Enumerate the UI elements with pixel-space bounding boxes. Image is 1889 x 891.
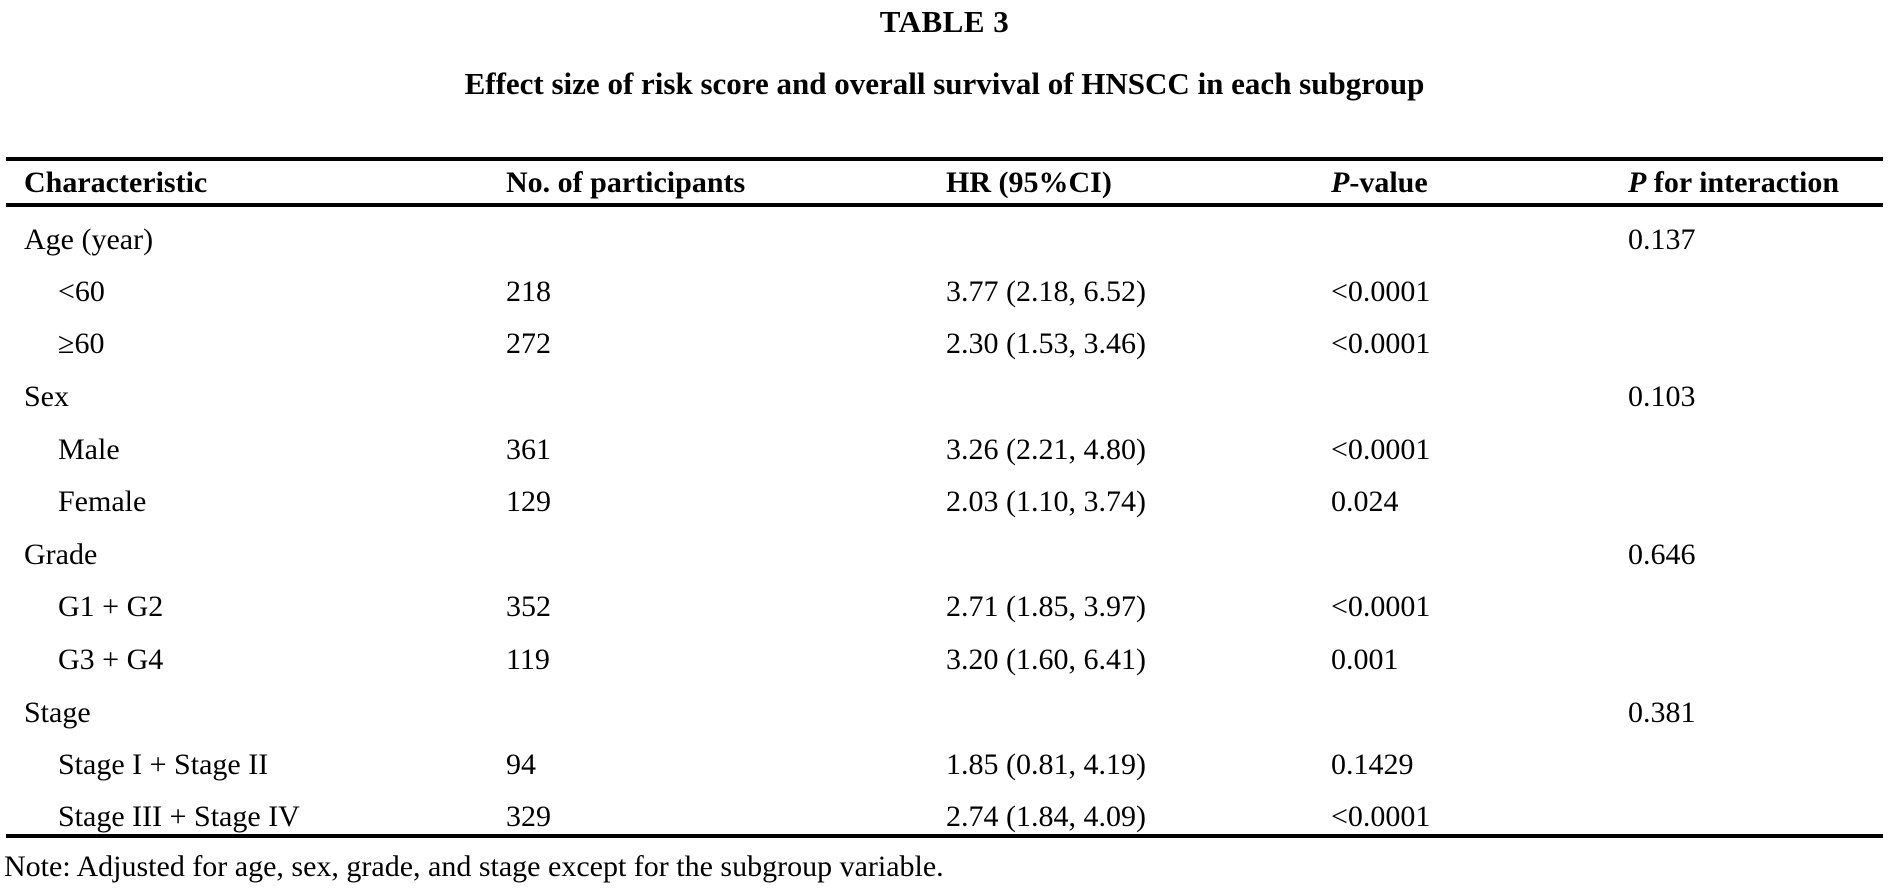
col-header-p-value: P-value [1313,159,1610,205]
cell-p-value [1313,521,1610,574]
cell-participants: 361 [506,432,551,466]
table-row-age-lt60: <60 218 3.77 (2.18, 6.52) <0.0001 [6,258,1883,311]
table-row-sex-male: Male 361 3.26 (2.21, 4.80) <0.0001 [6,415,1883,468]
table-row-stage-group: Stage 0.381 [6,678,1883,731]
cell-hr [928,521,1313,574]
cell-p-value: 0.024 [1331,485,1399,519]
cell-participants [488,521,928,574]
cell-participants [488,205,928,258]
cell-participants: 94 [506,748,536,782]
header-row: Characteristic No. of participants HR (9… [6,159,1883,205]
cell-characteristic: Stage [24,695,91,729]
cell-p-value: <0.0001 [1331,799,1431,833]
subgroup-table: Characteristic No. of participants HR (9… [6,157,1883,838]
col-header-characteristic: Characteristic [24,166,208,199]
table-row-stage-1-2: Stage I + Stage II 94 1.85 (0.81, 4.19) … [6,731,1883,784]
p-value-label-rest: -value [1349,166,1428,199]
table-row-age-group: Age (year) 0.137 [6,205,1883,258]
cell-participants: 272 [506,327,551,361]
cell-characteristic: Female [58,485,147,519]
table-row-grade-g3g4: G3 + G4 119 3.20 (1.60, 6.41) 0.001 [6,626,1883,679]
cell-characteristic: G3 + G4 [58,643,164,677]
cell-p-interaction [1610,573,1883,626]
p-interaction-italic-p: P [1628,166,1647,199]
cell-participants [488,363,928,416]
table-note: Note: Adjusted for age, sex, grade, and … [4,850,944,883]
cell-hr: 2.30 (1.53, 3.46) [946,327,1146,361]
cell-p-interaction: 0.381 [1628,695,1696,729]
cell-hr [928,363,1313,416]
table-title: Effect size of risk score and overall su… [464,66,1425,101]
cell-p-interaction [1610,310,1883,363]
table-row-age-ge60: ≥60 272 2.30 (1.53, 3.46) <0.0001 [6,310,1883,363]
cell-p-interaction [1610,784,1883,837]
cell-p-interaction: 0.103 [1628,380,1696,414]
cell-p-value: <0.0001 [1331,274,1431,308]
cell-hr: 2.74 (1.84, 4.09) [946,799,1146,833]
p-value-italic-p: P [1331,166,1350,199]
cell-participants [488,678,928,731]
cell-p-interaction: 0.646 [1628,537,1696,571]
cell-p-value [1313,363,1610,416]
cell-p-interaction [1610,415,1883,468]
cell-p-value: <0.0001 [1331,590,1431,624]
cell-p-interaction [1610,626,1883,679]
cell-hr: 2.03 (1.10, 3.74) [946,485,1146,519]
cell-participants: 352 [506,590,551,624]
cell-hr: 3.26 (2.21, 4.80) [946,432,1146,466]
col-header-hr: HR (95%CI) [946,166,1112,199]
cell-p-value: 0.001 [1331,643,1399,677]
table-row-sex-female: Female 129 2.03 (1.10, 3.74) 0.024 [6,468,1883,521]
table-row-stage-3-4: Stage III + Stage IV 329 2.74 (1.84, 4.0… [6,784,1883,837]
cell-characteristic: G1 + G2 [58,590,164,624]
cell-p-value: 0.1429 [1331,748,1414,782]
cell-characteristic: Stage I + Stage II [58,748,269,782]
cell-participants: 119 [506,643,550,677]
table-row-sex-group: Sex 0.103 [6,363,1883,416]
cell-p-value [1313,678,1610,731]
cell-p-value [1313,205,1610,258]
cell-characteristic: ≥60 [58,327,105,361]
cell-characteristic: Male [58,432,120,466]
table-row-grade-g1g2: G1 + G2 352 2.71 (1.85, 3.97) <0.0001 [6,573,1883,626]
cell-hr: 2.71 (1.85, 3.97) [946,590,1146,624]
cell-p-value: <0.0001 [1331,327,1431,361]
cell-participants: 329 [506,799,551,833]
table-label: TABLE 3 [879,4,1010,39]
cell-characteristic: <60 [58,274,105,308]
cell-hr: 1.85 (0.81, 4.19) [946,748,1146,782]
table-row-grade-group: Grade 0.646 [6,521,1883,574]
cell-hr [928,205,1313,258]
cell-participants: 129 [506,485,551,519]
cell-characteristic: Sex [24,380,69,414]
cell-hr: 3.20 (1.60, 6.41) [946,643,1146,677]
cell-p-interaction: 0.137 [1628,223,1696,257]
cell-characteristic: Grade [24,537,98,571]
cell-participants: 218 [506,274,551,308]
cell-hr [928,678,1313,731]
cell-p-interaction [1610,731,1883,784]
cell-hr: 3.77 (2.18, 6.52) [946,274,1146,308]
cell-p-value: <0.0001 [1331,432,1431,466]
cell-p-interaction [1610,468,1883,521]
p-interaction-label-rest: for interaction [1646,166,1840,199]
cell-p-interaction [1610,258,1883,311]
col-header-participants: No. of participants [506,166,746,199]
cell-characteristic: Stage III + Stage IV [58,799,300,833]
cell-characteristic: Age (year) [24,223,154,257]
col-header-p-interaction: P for interaction [1610,159,1883,205]
